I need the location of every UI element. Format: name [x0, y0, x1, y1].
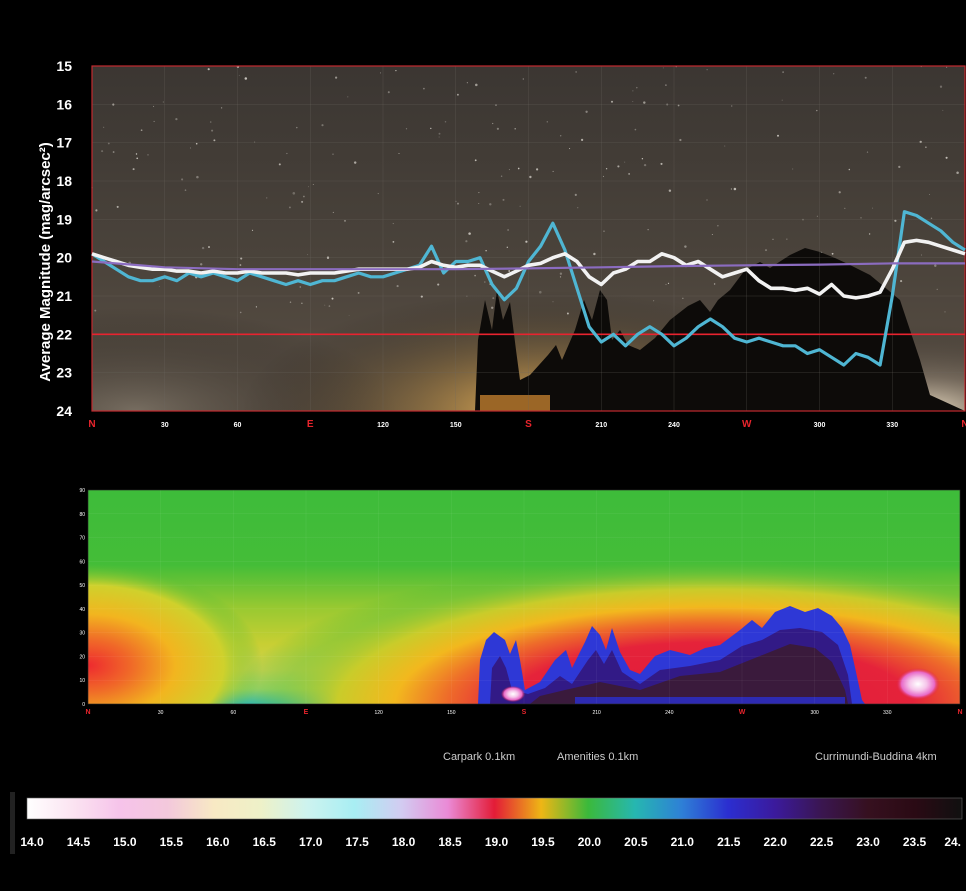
y-axis-label: Average Magnitude (mag/arcsec²) — [37, 142, 54, 382]
heatmap-y-tick-label: 30 — [79, 631, 85, 637]
heatmap-y-tick-label: 10 — [79, 678, 85, 684]
colorbar — [26, 797, 963, 820]
y-tick-label: 16 — [56, 96, 72, 112]
x-tick-label: S — [525, 419, 532, 430]
colorbar-tick-label: 23.5 — [903, 835, 927, 849]
y-tick-label: 22 — [56, 326, 72, 342]
heatmap-x-ticks: N 30 60 E 120 150 S 210 240 W 300 330 N — [85, 709, 962, 716]
heatmap-x-tick-label: 210 — [592, 710, 601, 716]
y-tick-label: 20 — [56, 250, 72, 266]
colorbar-tick-label: 19.0 — [485, 835, 509, 849]
colorbar-tick-label: 17.5 — [345, 835, 369, 849]
heatmap-y-tick-label: 50 — [79, 583, 85, 589]
heatmap-panel — [87, 489, 961, 705]
x-tick-label: E — [307, 419, 314, 430]
x-tick-label: 330 — [886, 422, 898, 429]
series-layer — [91, 210, 966, 367]
heatmap-x-tick-label: 30 — [158, 710, 164, 716]
colorbar-tick-label: 15.5 — [160, 835, 184, 849]
colorbar-tick-label: 16.0 — [206, 835, 230, 849]
colorbar-tick-label: 15.0 — [113, 835, 137, 849]
light-pollution-dark-zone — [530, 644, 848, 704]
x-tick-label: N — [88, 419, 95, 430]
y-tick-label: 19 — [56, 211, 72, 227]
heatmap-y-tick-label: 0 — [82, 702, 85, 708]
y-tick-label: 18 — [56, 173, 72, 189]
annotation-carpark: Carpark 0.1km — [443, 751, 515, 763]
colorbar-tick-label: 20.0 — [578, 835, 602, 849]
y-tick-label: 15 — [56, 58, 72, 74]
heatmap-x-tick-label: 300 — [810, 710, 819, 716]
colorbar-tick-label: 20.5 — [624, 835, 648, 849]
colorbar-tick-label: 16.5 — [253, 835, 277, 849]
heatmap-x-tick-label: N — [957, 709, 962, 716]
heatmap-x-tick-label: N — [85, 709, 90, 716]
x-tick-label: N — [961, 419, 966, 430]
colorbar-tick-label: 14.0 — [20, 835, 44, 849]
annotation-currimundi-buddina: Currimundi-Buddina 4km — [815, 751, 937, 763]
heatmap-x-tick-label: 330 — [883, 710, 892, 716]
series-line-cyan — [91, 210, 966, 367]
colorbar-ticks: 14.0 14.5 15.0 15.5 16.0 16.5 17.0 17.5 18.0 18.5… — [20, 835, 961, 849]
colorbar-tick-label: 17.0 — [299, 835, 323, 849]
y-tick-label: 17 — [56, 135, 72, 151]
colorbar-tick-label: 18.5 — [438, 835, 462, 849]
colorbar-tick-label: 23.0 — [856, 835, 880, 849]
series-line-white — [91, 238, 966, 300]
x-tick-label: 60 — [234, 422, 242, 429]
heatmap-x-tick-label: W — [739, 709, 746, 716]
colorbar-tick-label: 22.5 — [810, 835, 834, 849]
heatmap-y-tick-label: 70 — [79, 536, 85, 542]
x-tick-label: 30 — [161, 422, 169, 429]
panorama-plot-area — [91, 65, 966, 412]
western-glow-hotspot — [896, 668, 940, 700]
heatmap-y-tick-label: 80 — [79, 512, 85, 518]
y-tick-label: 21 — [56, 288, 72, 304]
x-tick-label: 240 — [668, 422, 680, 429]
y-axis-ticks: 15 16 17 18 19 20 21 22 23 24 — [56, 58, 72, 419]
colorbar-tick-label: 24. — [944, 835, 961, 849]
heatmap-x-tick-label: E — [304, 709, 309, 716]
colorbar-tick-label: 22.0 — [764, 835, 788, 849]
annotation-amenities: Amenities 0.1km — [557, 751, 638, 763]
x-tick-label: 300 — [814, 422, 826, 429]
x-tick-label: 120 — [377, 422, 389, 429]
heatmap-x-tick-label: S — [522, 709, 527, 716]
x-tick-label: 150 — [450, 422, 462, 429]
plot-frame — [91, 65, 966, 412]
colorbar-tick-label: 18.0 — [392, 835, 416, 849]
colorbar-tick-label: 21.5 — [717, 835, 741, 849]
y-tick-label: 24 — [56, 403, 72, 419]
series-line-purple — [91, 260, 965, 271]
x-tick-label: 210 — [595, 422, 607, 429]
heatmap-y-tick-label: 20 — [79, 654, 85, 660]
heatmap-y-tick-label: 40 — [79, 607, 85, 613]
heatmap-x-tick-label: 60 — [231, 710, 237, 716]
y-tick-label: 23 — [56, 365, 72, 381]
colorbar-tick-label: 21.0 — [671, 835, 695, 849]
heatmap-y-ticks: 0 10 20 30 40 50 60 70 80 90 — [79, 488, 85, 708]
x-tick-label: W — [742, 419, 752, 430]
heatmap-x-tick-label: 150 — [447, 710, 456, 716]
x-axis-ticks: N 30 60 E 120 150 S 210 240 W 300 330 N — [88, 419, 966, 430]
heatmap-x-tick-label: 120 — [374, 710, 383, 716]
heatmap-x-tick-label: 240 — [665, 710, 674, 716]
colorbar-tick-label: 19.5 — [531, 835, 555, 849]
heatmap-y-tick-label: 90 — [79, 488, 85, 494]
heatmap-y-tick-label: 60 — [79, 559, 85, 565]
tree-silhouette — [475, 248, 965, 411]
colorbar-tick-label: 14.5 — [67, 835, 91, 849]
